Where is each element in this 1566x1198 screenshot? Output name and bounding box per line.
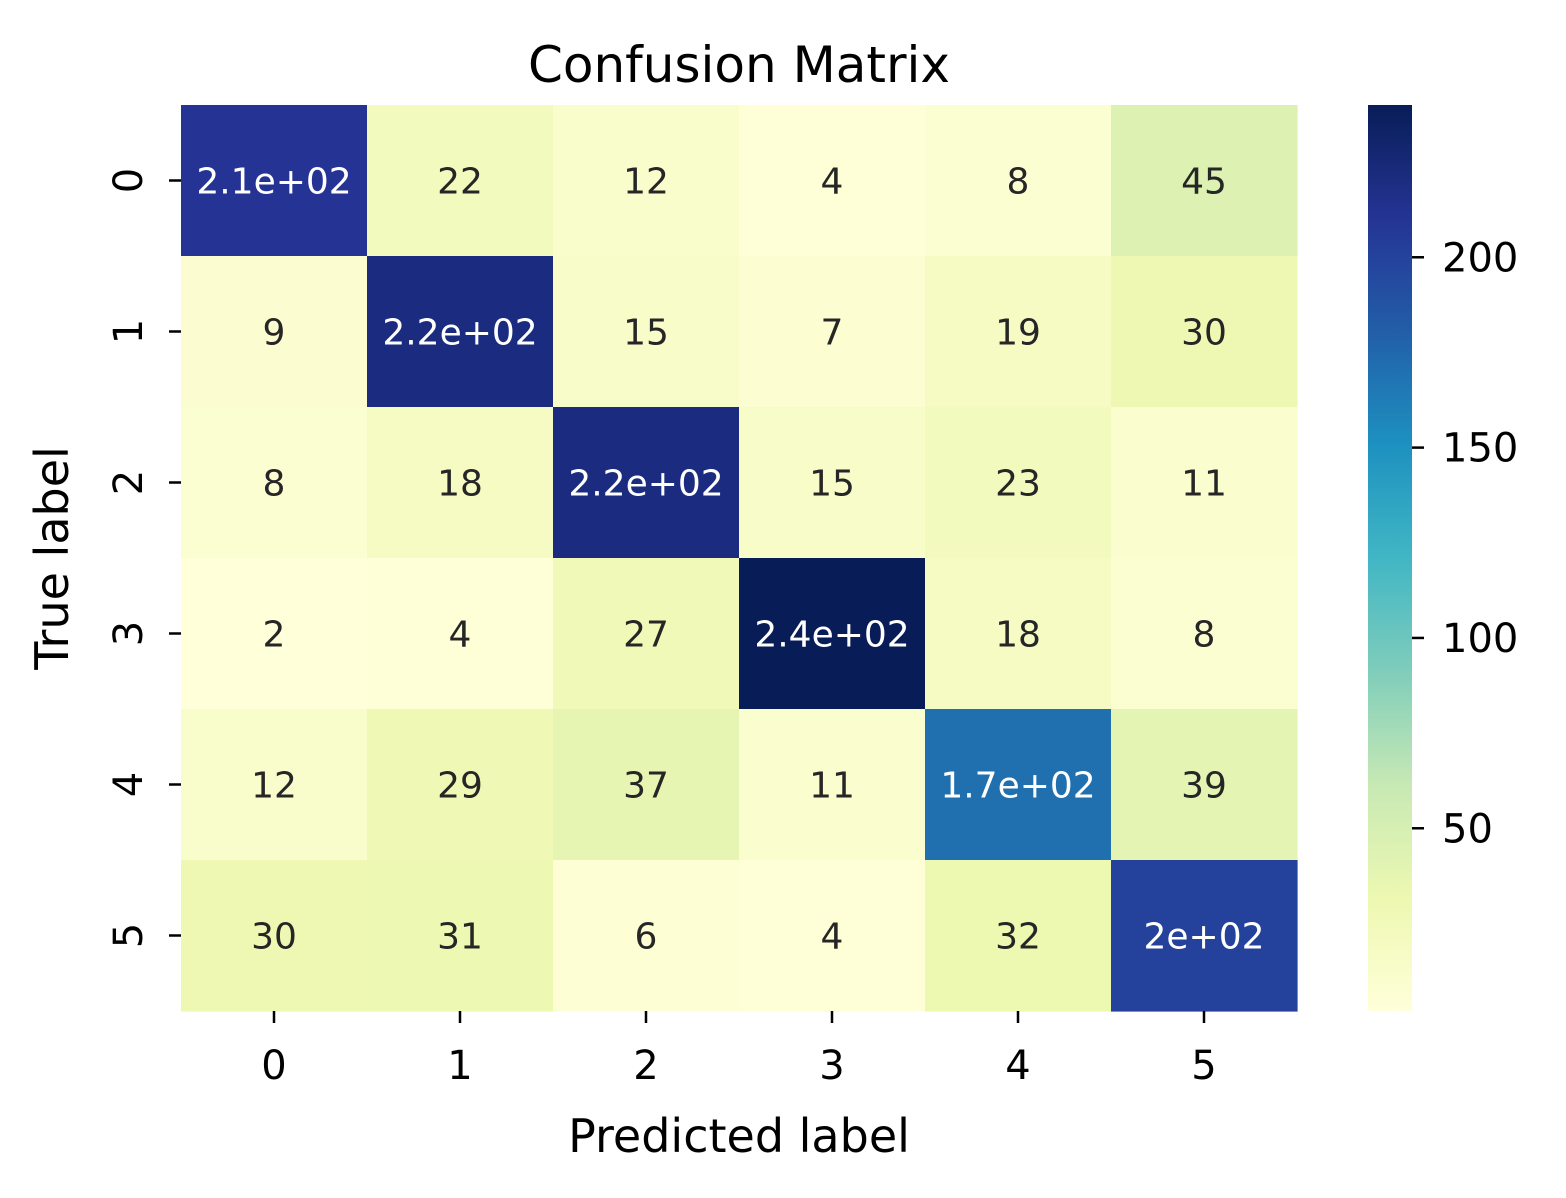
cell-r2-c2 bbox=[553, 407, 740, 559]
colorbar-tick-label-0: 50 bbox=[1442, 806, 1493, 852]
cell-annotation-r1-c1: 2.2e+02 bbox=[382, 313, 537, 354]
cell-r1-c5 bbox=[1111, 256, 1298, 408]
cell-r2-c5 bbox=[1111, 407, 1298, 559]
cell-annotation-r1-c2: 15 bbox=[623, 313, 669, 354]
x-tick-label-4: 4 bbox=[1005, 1043, 1030, 1089]
cell-annotation-r2-c0: 8 bbox=[263, 464, 286, 505]
cell-r4-c3 bbox=[739, 709, 926, 861]
y-tick-label-3: 3 bbox=[106, 621, 152, 646]
cell-r5-c3 bbox=[739, 860, 926, 1012]
cell-r3-c3 bbox=[739, 558, 926, 710]
cell-r1-c2 bbox=[553, 256, 740, 408]
cell-annotation-r5-c0: 30 bbox=[251, 917, 297, 958]
x-tick-label-2: 2 bbox=[633, 1043, 658, 1089]
cell-r0-c5 bbox=[1111, 105, 1298, 257]
y-axis-label: True label bbox=[25, 446, 79, 671]
cell-annotation-r3-c2: 27 bbox=[623, 615, 669, 656]
cell-r2-c4 bbox=[925, 407, 1112, 559]
cell-r4-c1 bbox=[367, 709, 554, 861]
cell-annotation-r3-c4: 18 bbox=[995, 615, 1041, 656]
cell-r3-c0 bbox=[181, 558, 368, 710]
cell-annotation-r0-c1: 22 bbox=[437, 162, 483, 203]
colorbar-tick-label-2: 150 bbox=[1442, 426, 1518, 472]
cell-r0-c2 bbox=[553, 105, 740, 257]
cell-r4-c2 bbox=[553, 709, 740, 861]
colorbar: 50 100 150 200 bbox=[1368, 105, 1518, 1011]
cell-r5-c4 bbox=[925, 860, 1112, 1012]
cell-r2-c0 bbox=[181, 407, 368, 559]
cell-annotation-r2-c3: 15 bbox=[809, 464, 855, 505]
cell-annotation-r5-c2: 6 bbox=[635, 917, 658, 958]
cell-annotations: 2.1e+02 22 12 4 8 45 9 2.2e+02 15 7 19 30 8 18 2.2e+02… bbox=[196, 162, 1264, 958]
cell-r4-c5 bbox=[1111, 709, 1298, 861]
y-tick-label-0: 0 bbox=[106, 168, 152, 193]
cell-annotation-r0-c4: 8 bbox=[1007, 162, 1030, 203]
x-tick-label-0: 0 bbox=[261, 1043, 286, 1089]
cell-r5-c5 bbox=[1111, 860, 1298, 1012]
x-tick-label-1: 1 bbox=[447, 1043, 472, 1089]
colorbar-gradient bbox=[1368, 105, 1412, 1011]
cell-annotation-r4-c3: 11 bbox=[809, 766, 855, 807]
cell-annotation-r3-c0: 2 bbox=[263, 615, 286, 656]
cell-r1-c0 bbox=[181, 256, 368, 408]
chart-title: Confusion Matrix bbox=[528, 36, 950, 94]
cell-annotation-r1-c5: 30 bbox=[1181, 313, 1227, 354]
cell-r2-c1 bbox=[367, 407, 554, 559]
cell-annotation-r3-c3: 2.4e+02 bbox=[754, 615, 909, 656]
cell-annotation-r0-c3: 4 bbox=[821, 162, 844, 203]
x-axis-label: Predicted label bbox=[568, 1109, 910, 1163]
cell-annotation-r0-c5: 45 bbox=[1181, 162, 1227, 203]
cell-annotation-r2-c2: 2.2e+02 bbox=[568, 464, 723, 505]
y-tick-label-5: 5 bbox=[106, 923, 152, 948]
cell-r4-c0 bbox=[181, 709, 368, 861]
cell-annotation-r1-c0: 9 bbox=[263, 313, 286, 354]
y-tick-label-2: 2 bbox=[106, 470, 152, 495]
cell-annotation-r4-c0: 12 bbox=[251, 766, 297, 807]
cell-r1-c4 bbox=[925, 256, 1112, 408]
cell-annotation-r1-c3: 7 bbox=[821, 313, 844, 354]
cell-annotation-r2-c4: 23 bbox=[995, 464, 1041, 505]
y-tick-label-1: 1 bbox=[106, 319, 152, 344]
cell-r3-c4 bbox=[925, 558, 1112, 710]
cell-annotation-r4-c5: 39 bbox=[1181, 766, 1227, 807]
cell-r1-c1 bbox=[367, 256, 554, 408]
colorbar-tick-label-3: 200 bbox=[1442, 235, 1518, 281]
cell-annotation-r5-c3: 4 bbox=[821, 917, 844, 958]
cell-annotation-r0-c2: 12 bbox=[623, 162, 669, 203]
cell-r5-c2 bbox=[553, 860, 740, 1012]
x-tick-label-5: 5 bbox=[1191, 1043, 1216, 1089]
cell-r0-c4 bbox=[925, 105, 1112, 257]
cell-annotation-r5-c1: 31 bbox=[437, 917, 483, 958]
cell-r5-c1 bbox=[367, 860, 554, 1012]
x-tick-label-3: 3 bbox=[819, 1043, 844, 1089]
cell-r3-c1 bbox=[367, 558, 554, 710]
cell-annotation-r4-c4: 1.7e+02 bbox=[940, 766, 1095, 807]
cell-annotation-r2-c5: 11 bbox=[1181, 464, 1227, 505]
cell-r0-c3 bbox=[739, 105, 926, 257]
cell-r5-c0 bbox=[181, 860, 368, 1012]
cell-annotation-r3-c1: 4 bbox=[449, 615, 472, 656]
cell-r2-c3 bbox=[739, 407, 926, 559]
cell-r1-c3 bbox=[739, 256, 926, 408]
cell-r3-c2 bbox=[553, 558, 740, 710]
colorbar-tick-label-1: 100 bbox=[1442, 616, 1518, 662]
cell-annotation-r4-c2: 37 bbox=[623, 766, 669, 807]
cell-r3-c5 bbox=[1111, 558, 1298, 710]
y-axis-ticks: 0 1 2 3 4 5 bbox=[106, 168, 181, 948]
cell-annotation-r2-c1: 18 bbox=[437, 464, 483, 505]
cell-annotation-r1-c4: 19 bbox=[995, 313, 1041, 354]
cell-r0-c1 bbox=[367, 105, 554, 257]
x-axis-ticks: 0 1 2 3 4 5 bbox=[261, 1011, 1217, 1089]
cell-annotation-r3-c5: 8 bbox=[1193, 615, 1216, 656]
y-tick-label-4: 4 bbox=[106, 772, 152, 797]
cell-r0-c0 bbox=[181, 105, 368, 257]
heatmap-cells bbox=[181, 105, 1298, 1012]
cell-annotation-r5-c4: 32 bbox=[995, 917, 1041, 958]
cell-annotation-r5-c5: 2e+02 bbox=[1143, 917, 1264, 958]
cell-annotation-r0-c0: 2.1e+02 bbox=[196, 162, 351, 203]
cell-r4-c4 bbox=[925, 709, 1112, 861]
cell-annotation-r4-c1: 29 bbox=[437, 766, 483, 807]
